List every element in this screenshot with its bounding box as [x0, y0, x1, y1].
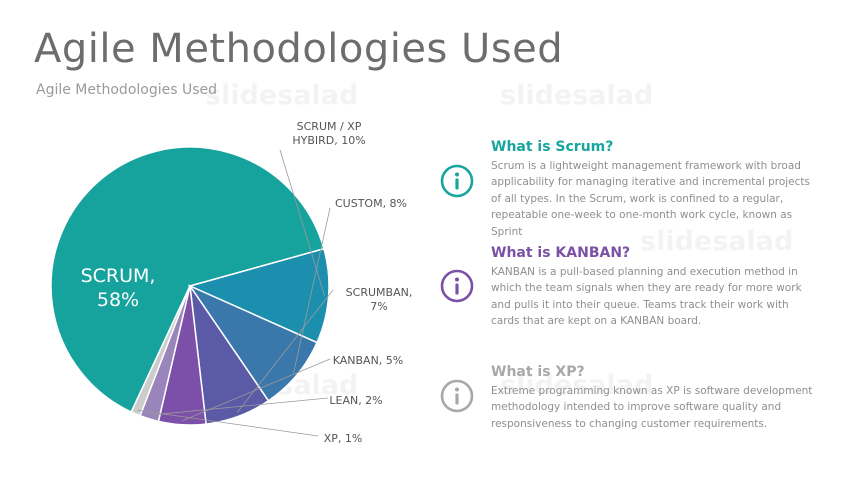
leader-line — [279, 149, 326, 297]
slice-label: CUSTOM, 8% — [335, 197, 407, 210]
slice-label: SCRUMBAN, 7% — [346, 286, 413, 313]
info-title: What is KANBAN? — [491, 245, 631, 261]
info-text: KANBAN is a pull-based planning and exec… — [491, 266, 802, 328]
leader-line — [236, 289, 334, 413]
pie-slice — [130, 285, 191, 417]
info-icon — [440, 379, 474, 413]
slice-label: KANBAN, 5% — [333, 354, 404, 367]
leader-line — [137, 409, 319, 437]
pie-slice — [187, 247, 330, 344]
slice-label: XP, 1% — [324, 432, 363, 445]
slice-label: LEAN, 2% — [329, 394, 382, 407]
leader-line — [182, 358, 331, 422]
page-title: Agile Methodologies Used — [34, 26, 564, 72]
leader-line — [293, 207, 331, 373]
info-icon — [440, 164, 474, 198]
info-icon — [440, 269, 474, 303]
page-subtitle: Agile Methodologies Used — [36, 82, 218, 98]
slice-label: SCRUM, 58% — [81, 265, 156, 311]
pie-slice — [50, 146, 325, 413]
info-title: What is Scrum? — [491, 139, 614, 155]
info-text: Extreme programming known as XP is softw… — [491, 385, 813, 430]
info-title: What is XP? — [491, 364, 585, 380]
slice-label: SCRUM / XP HYBIRD, 10% — [292, 120, 365, 147]
info-text: Scrum is a lightweight management framew… — [491, 160, 810, 238]
leader-line — [150, 397, 329, 416]
